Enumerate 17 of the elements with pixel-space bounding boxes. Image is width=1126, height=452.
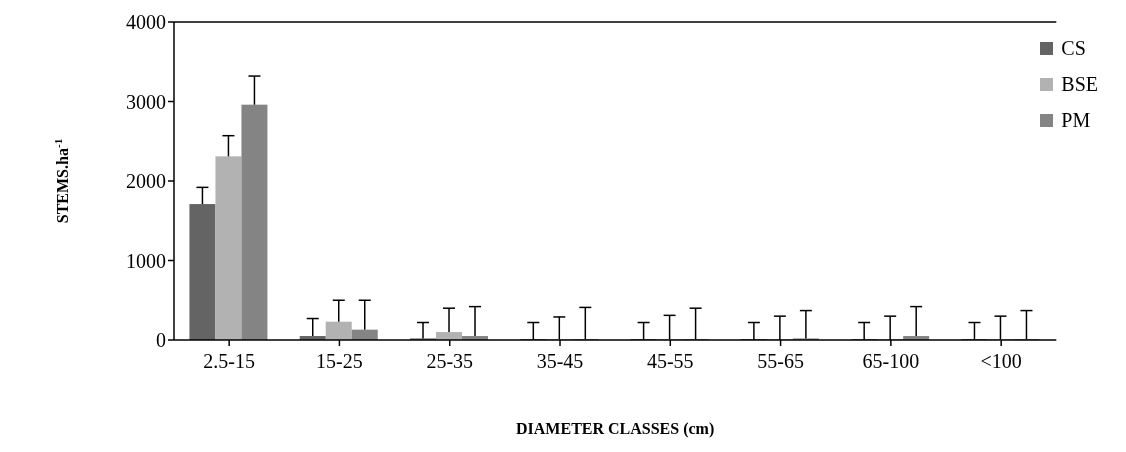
- y-tick-label: 4000: [126, 11, 166, 34]
- x-tick-label: 45-55: [646, 350, 694, 373]
- x-tick-label: 35-45: [536, 350, 584, 373]
- x-tick-label: 55-65: [757, 350, 804, 373]
- y-tick-label: 0: [156, 329, 166, 352]
- x-tick-label: 65-100: [862, 350, 920, 373]
- y-tick-label: 1000: [126, 249, 166, 272]
- y-tick-label: 3000: [126, 90, 166, 113]
- x-axis-title: DIAMETER CLASSES (cm): [516, 420, 715, 438]
- legend-label: PM: [1061, 108, 1091, 132]
- x-tick-label: 15-25: [316, 350, 363, 373]
- y-tick-label: 2000: [126, 170, 166, 193]
- legend-label: CS: [1061, 36, 1086, 60]
- legend-label: BSE: [1061, 72, 1098, 96]
- x-tick-label: <100: [980, 350, 1022, 373]
- x-tick-label: 25-35: [426, 350, 474, 373]
- x-tick-label: 2.5-15: [203, 350, 255, 373]
